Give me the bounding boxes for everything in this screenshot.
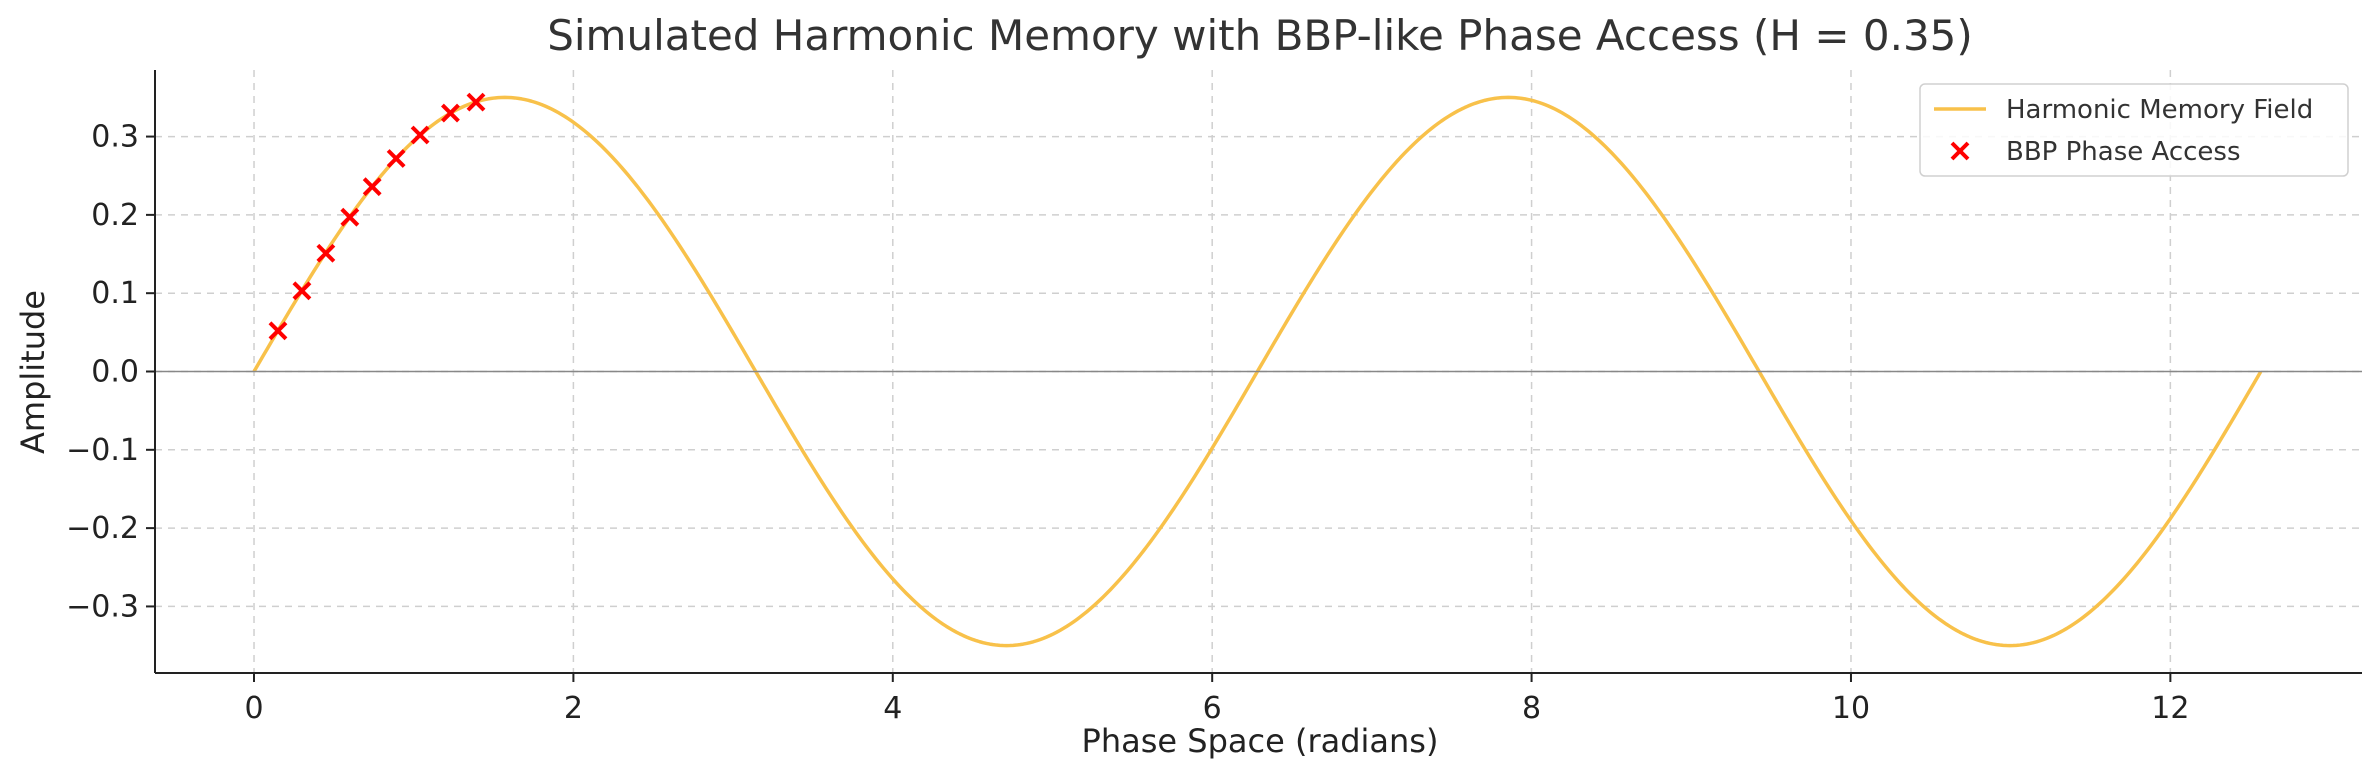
scatter-point-bbp-phase-access: [362, 177, 382, 197]
scatter-marker-stroke: [292, 281, 312, 301]
legend-marker-stroke: [1950, 141, 1970, 161]
x-tick-label: 12: [2151, 691, 2189, 726]
scatter-marker-stroke: [410, 125, 430, 145]
y-tick-label: 0.2: [91, 198, 139, 233]
scatter-marker-stroke: [268, 321, 288, 341]
y-tick-label: 0.3: [91, 120, 139, 155]
y-tick-label: −0.1: [66, 433, 139, 468]
legend: Harmonic Memory Field BBP Phase Access: [1919, 83, 2349, 177]
y-tick-label: 0.0: [91, 355, 139, 390]
scatter-point-bbp-phase-access: [292, 281, 312, 301]
y-axis-label: Amplitude: [14, 290, 52, 454]
x-axis-label: Phase Space (radians): [1082, 722, 1439, 760]
y-tick-label: −0.3: [66, 589, 139, 624]
scatter-point-bbp-phase-access: [340, 207, 360, 227]
scatter-marker-stroke: [316, 243, 336, 263]
y-tick-label: 0.1: [91, 276, 139, 311]
scatter-point-bbp-phase-access: [441, 103, 460, 123]
scatter-marker-stroke: [386, 149, 406, 168]
series-layer: [252, 92, 2263, 648]
legend-frame: [1919, 83, 2349, 177]
legend-label-bbp-phase-access: BBP Phase Access: [2006, 137, 2241, 167]
legend-label-harmonic-memory-field: Harmonic Memory Field: [2006, 95, 2313, 125]
chart-title: Simulated Harmonic Memory with BBP-like …: [547, 11, 1973, 60]
scatter-point-bbp-phase-access: [316, 243, 336, 263]
scatter-point-bbp-phase-access: [386, 149, 406, 168]
legend-marker-swatch: [1950, 141, 1970, 161]
ticks-layer: 0 2 4 6 8 10 12 −0.3 −0.2 −0.1 0.0 0.1 0.2 0.3: [66, 120, 2189, 726]
x-tick-label: 4: [883, 691, 902, 726]
x-tick-label: 8: [1522, 691, 1541, 726]
scatter-marker-stroke: [362, 177, 382, 197]
scatter-marker-stroke: [466, 92, 486, 112]
x-tick-label: 6: [1203, 691, 1222, 726]
x-tick-label: 0: [244, 691, 263, 726]
scatter-point-bbp-phase-access: [410, 125, 430, 145]
y-tick-label: −0.2: [66, 511, 139, 546]
scatter-point-bbp-phase-access: [466, 92, 486, 112]
scatter-marker-stroke: [441, 103, 460, 123]
x-tick-label: 2: [564, 691, 583, 726]
x-tick-label: 10: [1832, 691, 1870, 726]
scatter-point-bbp-phase-access: [268, 321, 288, 341]
scatter-marker-stroke: [340, 207, 360, 227]
